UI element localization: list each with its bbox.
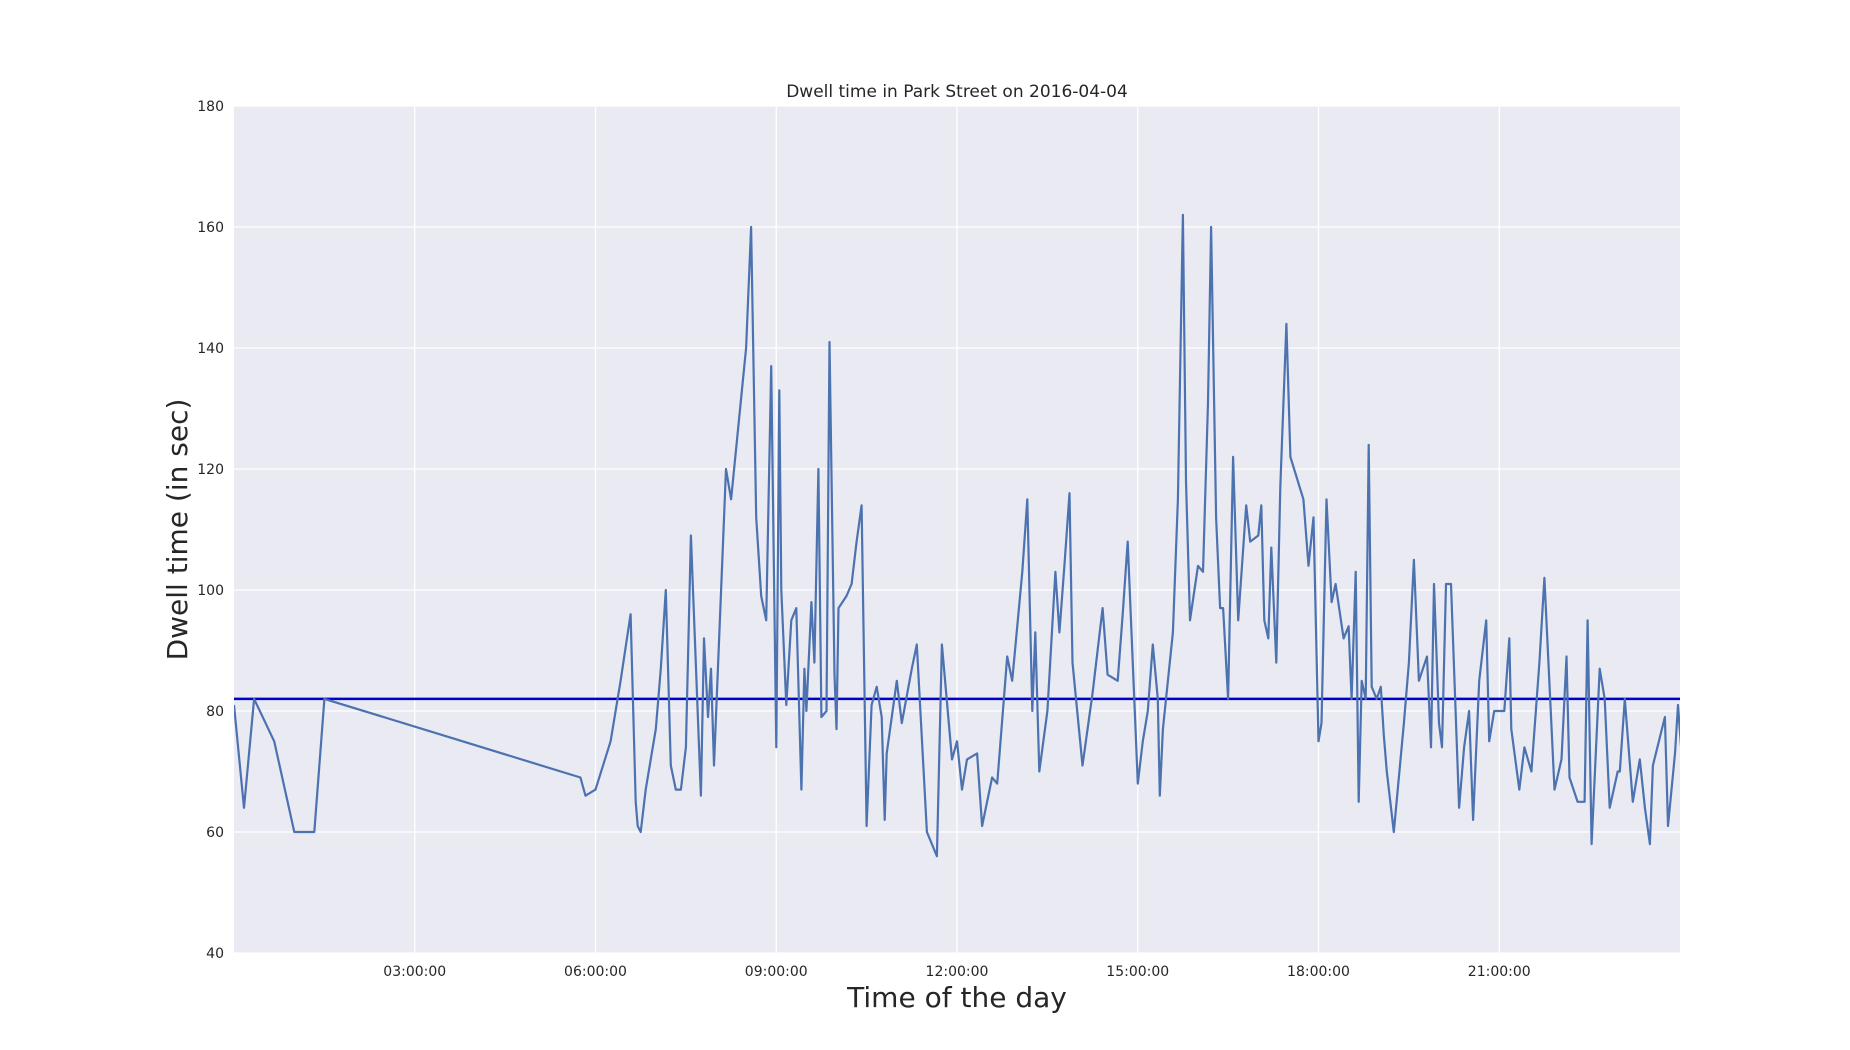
x-tick-label: 15:00:00 [1106, 964, 1169, 980]
series-line [234, 213, 1680, 858]
x-tick-label: 03:00:00 [383, 964, 446, 980]
y-tick-label: 40 [206, 946, 224, 962]
series-group [234, 213, 1680, 858]
chart-title: Dwell time in Park Street on 2016-04-04 [786, 82, 1128, 102]
grid-lines [234, 105, 1680, 954]
y-axis-ticks: 40 60 80 100 120 140 160 180 [197, 99, 224, 962]
x-axis-label: Time of the day [846, 981, 1067, 1014]
y-tick-label: 180 [197, 99, 224, 115]
y-tick-label: 120 [197, 462, 224, 478]
x-tick-label: 12:00:00 [926, 964, 989, 980]
x-tick-label: 06:00:00 [564, 964, 627, 980]
x-tick-label: 18:00:00 [1287, 964, 1350, 980]
y-tick-label: 100 [197, 583, 224, 599]
y-tick-label: 160 [197, 220, 224, 236]
y-tick-label: 60 [206, 825, 224, 841]
y-axis-label: Dwell time (in sec) [161, 399, 194, 661]
y-tick-label: 140 [197, 341, 224, 357]
y-tick-label: 80 [206, 704, 224, 720]
x-tick-label: 09:00:00 [745, 964, 808, 980]
x-axis-ticks: 03:00:00 06:00:00 09:00:00 12:00:00 15:00:00… [383, 964, 1530, 980]
x-tick-label: 21:00:00 [1468, 964, 1531, 980]
